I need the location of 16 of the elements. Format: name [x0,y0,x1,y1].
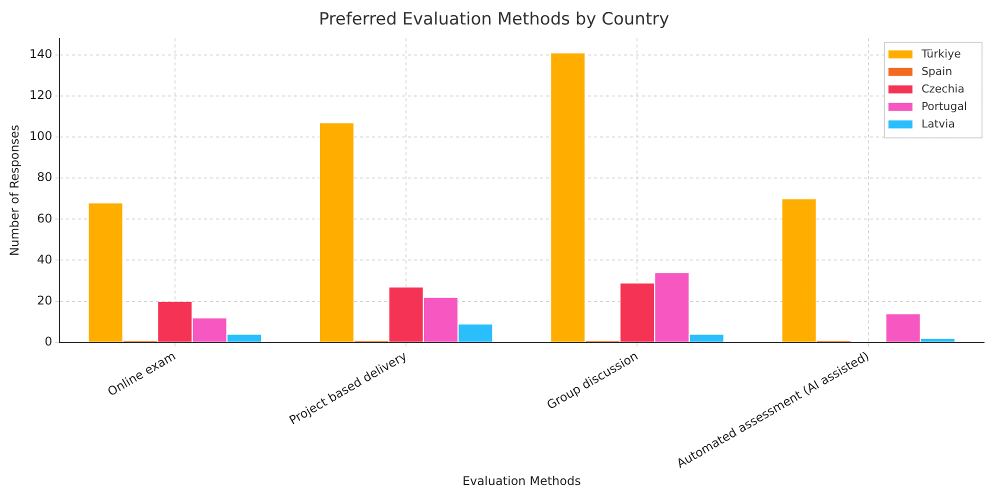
x-axis-title: Evaluation Methods [462,474,581,488]
legend-label: Spain [921,64,952,78]
y-tick-label: 120 [29,88,52,102]
legend-label: Türkiye [920,47,962,60]
y-tick-label: 60 [37,211,52,226]
chart-title: Preferred Evaluation Methods by Country [318,10,670,30]
y-axis-title: Number of Responses [7,124,22,256]
y-tick-label: 20 [37,293,52,308]
y-tick-label: 0 [44,334,52,349]
y-tick-label: 100 [29,129,52,144]
y-tick-label: 80 [37,170,52,184]
legend-label: Czechia [921,82,964,96]
y-tick-label: 40 [37,252,52,266]
y-tick-label: 140 [29,46,52,61]
legend-label: Latvia [921,117,955,130]
legend-label: Portugal [921,100,968,113]
